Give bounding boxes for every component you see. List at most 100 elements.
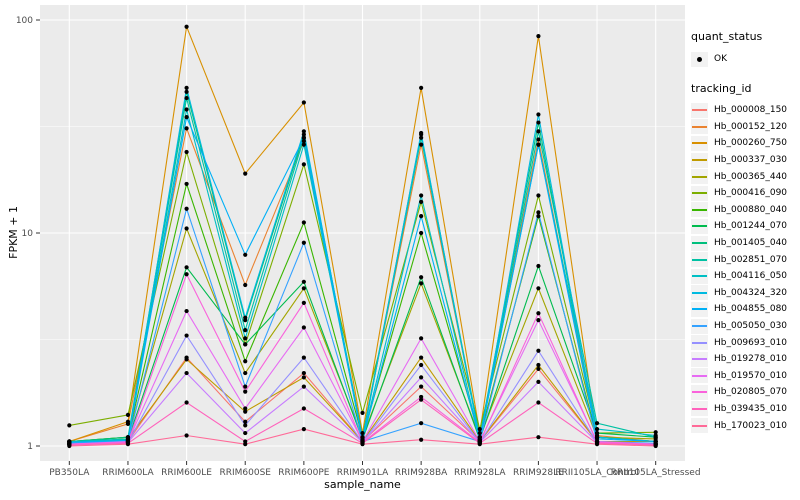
data-point xyxy=(301,406,306,411)
legend-key-swatch xyxy=(691,318,708,334)
data-point xyxy=(536,263,541,269)
data-point xyxy=(125,412,131,417)
x-tick-label: RRIM928LE xyxy=(513,468,564,478)
legend-line-icon xyxy=(692,109,707,112)
data-point xyxy=(184,89,189,94)
data-point xyxy=(301,370,306,376)
data-point xyxy=(360,442,365,447)
data-point xyxy=(67,443,72,449)
data-point xyxy=(477,427,482,432)
data-point xyxy=(419,362,424,368)
legend-item-label: Hb_004324_320 xyxy=(714,287,788,298)
data-point xyxy=(301,384,306,389)
data-point xyxy=(184,107,189,112)
data-point xyxy=(419,437,424,442)
x-tick-label: RRIM600PE xyxy=(278,468,330,478)
data-point xyxy=(243,359,248,364)
legend-item: Hb_000416_090 xyxy=(691,185,799,202)
data-point xyxy=(419,281,424,286)
data-point xyxy=(184,95,189,101)
legend-item: Hb_019278_010 xyxy=(691,351,799,368)
data-point xyxy=(184,433,189,438)
data-point xyxy=(301,286,306,291)
legend-item-label: Hb_002851_070 xyxy=(714,254,788,265)
data-point xyxy=(360,410,365,416)
legend-item-label: Hb_020805_070 xyxy=(714,387,788,398)
data-point xyxy=(243,430,248,436)
legend-line-icon xyxy=(692,407,707,410)
legend-item-label: Hb_019570_010 xyxy=(714,370,788,381)
legend-line-icon xyxy=(692,258,707,261)
legend-item: Hb_001244_070 xyxy=(691,218,799,235)
x-tick-label: RRII105LA_Control xyxy=(555,468,638,478)
legend-item-label: Hb_001244_070 xyxy=(714,221,788,232)
data-point xyxy=(67,423,72,428)
data-point xyxy=(301,427,306,432)
legend-key-swatch xyxy=(691,368,708,384)
data-point xyxy=(419,142,424,147)
data-point xyxy=(125,419,131,424)
data-point xyxy=(419,130,424,136)
x-tick-label: RRIM600LE xyxy=(161,468,212,478)
legend-key-swatch xyxy=(691,135,708,151)
legend-line-icon xyxy=(692,225,707,228)
legend-line-icon xyxy=(692,291,707,294)
legend-item-label: Hb_000152_120 xyxy=(714,121,788,132)
legend-item: Hb_170023_010 xyxy=(691,417,799,434)
legend-item: Hb_004116_050 xyxy=(691,268,799,285)
data-point xyxy=(419,275,424,280)
data-point xyxy=(419,384,424,389)
x-tick-label: RRIM600SE xyxy=(219,468,271,478)
legend-line-icon xyxy=(692,159,707,162)
legend-item: Hb_001405_040 xyxy=(691,235,799,252)
legend-item: Hb_019570_010 xyxy=(691,368,799,385)
legend-item: Hb_000337_030 xyxy=(691,152,799,169)
legend-item: Hb_000260_750 xyxy=(691,135,799,152)
legend-item-label: Hb_000365_440 xyxy=(714,171,788,182)
data-point xyxy=(243,252,248,257)
legend-line-icon xyxy=(692,208,707,211)
legend-item-label: Hb_004855_080 xyxy=(714,304,788,315)
data-point xyxy=(653,430,658,435)
data-point xyxy=(536,311,541,316)
data-point xyxy=(301,100,306,105)
legend-item: Hb_009693_010 xyxy=(691,334,799,351)
data-point xyxy=(184,226,189,231)
legend-item-ok: OK xyxy=(691,50,799,68)
data-point xyxy=(477,442,482,447)
data-point xyxy=(301,375,306,380)
data-point xyxy=(243,419,248,424)
data-point xyxy=(243,442,248,447)
data-point xyxy=(184,333,189,338)
data-point xyxy=(301,325,306,330)
data-point xyxy=(243,282,248,288)
legend-line-icon xyxy=(692,175,707,178)
legend-key-swatch xyxy=(691,218,708,234)
data-point xyxy=(301,162,306,167)
legend-line-icon xyxy=(692,192,707,195)
data-point xyxy=(536,435,541,440)
legend-key-swatch xyxy=(691,119,708,135)
legend-key-swatch xyxy=(691,202,708,218)
legend-item: Hb_004324_320 xyxy=(691,285,799,302)
data-point xyxy=(536,193,541,198)
legend-item-label: Hb_000880_040 xyxy=(714,204,788,215)
data-point xyxy=(184,85,189,90)
data-point xyxy=(653,443,658,449)
data-point xyxy=(536,112,541,117)
data-point xyxy=(184,370,189,376)
data-point xyxy=(243,171,248,176)
legend-line-icon xyxy=(692,341,707,344)
legend-line-icon xyxy=(692,391,707,394)
data-point xyxy=(536,34,541,39)
data-point xyxy=(184,24,189,29)
legend-item: Hb_000152_120 xyxy=(691,119,799,136)
y-tick-label: 100 xyxy=(16,16,33,26)
data-point xyxy=(536,286,541,291)
data-point xyxy=(536,348,541,353)
data-point xyxy=(243,389,248,394)
legend-item: Hb_000365_440 xyxy=(691,168,799,185)
data-point xyxy=(243,423,248,428)
data-point xyxy=(243,409,248,414)
